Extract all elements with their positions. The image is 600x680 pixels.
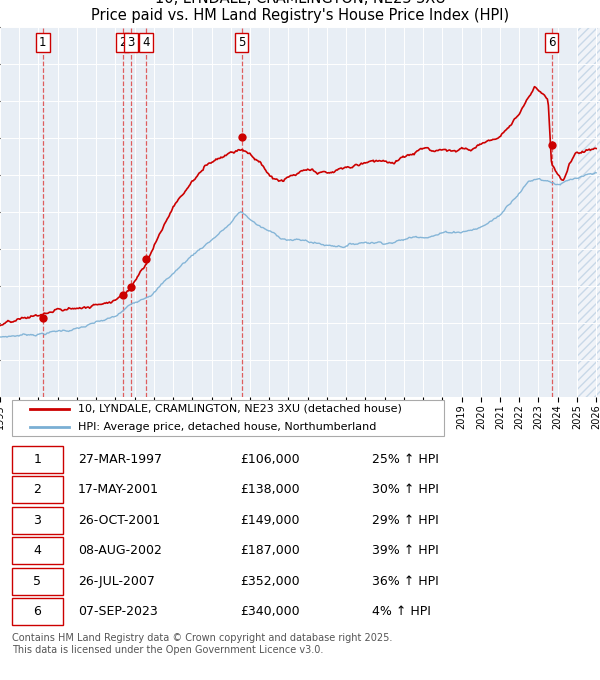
Text: 4% ↑ HPI: 4% ↑ HPI	[372, 605, 431, 618]
Text: 4: 4	[142, 37, 150, 50]
Text: £106,000: £106,000	[240, 453, 299, 466]
Text: 5: 5	[238, 37, 245, 50]
Text: £352,000: £352,000	[240, 575, 299, 588]
Text: 08-AUG-2002: 08-AUG-2002	[78, 544, 162, 557]
Text: 5: 5	[34, 575, 41, 588]
Text: 29% ↑ HPI: 29% ↑ HPI	[372, 513, 439, 527]
Title: 10, LYNDALE, CRAMLINGTON, NE23 3XU
Price paid vs. HM Land Registry's House Price: 10, LYNDALE, CRAMLINGTON, NE23 3XU Price…	[91, 0, 509, 23]
Text: £340,000: £340,000	[240, 605, 299, 618]
Text: 39% ↑ HPI: 39% ↑ HPI	[372, 544, 439, 557]
Text: 10, LYNDALE, CRAMLINGTON, NE23 3XU (detached house): 10, LYNDALE, CRAMLINGTON, NE23 3XU (deta…	[78, 404, 402, 413]
FancyBboxPatch shape	[12, 401, 444, 436]
FancyBboxPatch shape	[12, 568, 63, 595]
Text: 6: 6	[548, 37, 555, 50]
Text: 1: 1	[39, 37, 47, 50]
Text: 6: 6	[34, 605, 41, 618]
Text: £138,000: £138,000	[240, 483, 299, 496]
Bar	[577, 27, 600, 397]
Text: 27-MAR-1997: 27-MAR-1997	[78, 453, 162, 466]
FancyBboxPatch shape	[12, 537, 63, 564]
Text: 07-SEP-2023: 07-SEP-2023	[78, 605, 158, 618]
Bar	[577, 27, 600, 397]
Text: £149,000: £149,000	[240, 513, 299, 527]
Text: 3: 3	[34, 513, 41, 527]
FancyBboxPatch shape	[12, 476, 63, 503]
Text: 1: 1	[34, 453, 41, 466]
Text: 3: 3	[127, 37, 134, 50]
Text: 36% ↑ HPI: 36% ↑ HPI	[372, 575, 439, 588]
Text: 26-JUL-2007: 26-JUL-2007	[78, 575, 155, 588]
FancyBboxPatch shape	[12, 507, 63, 534]
Text: HPI: Average price, detached house, Northumberland: HPI: Average price, detached house, Nort…	[78, 422, 376, 432]
FancyBboxPatch shape	[12, 598, 63, 626]
Text: 2: 2	[34, 483, 41, 496]
Text: 25% ↑ HPI: 25% ↑ HPI	[372, 453, 439, 466]
FancyBboxPatch shape	[12, 445, 63, 473]
Text: £187,000: £187,000	[240, 544, 300, 557]
Text: 26-OCT-2001: 26-OCT-2001	[78, 513, 160, 527]
Text: 4: 4	[34, 544, 41, 557]
Text: 30% ↑ HPI: 30% ↑ HPI	[372, 483, 439, 496]
Text: 17-MAY-2001: 17-MAY-2001	[78, 483, 159, 496]
Text: Contains HM Land Registry data © Crown copyright and database right 2025.
This d: Contains HM Land Registry data © Crown c…	[12, 634, 392, 655]
Text: 2: 2	[119, 37, 126, 50]
